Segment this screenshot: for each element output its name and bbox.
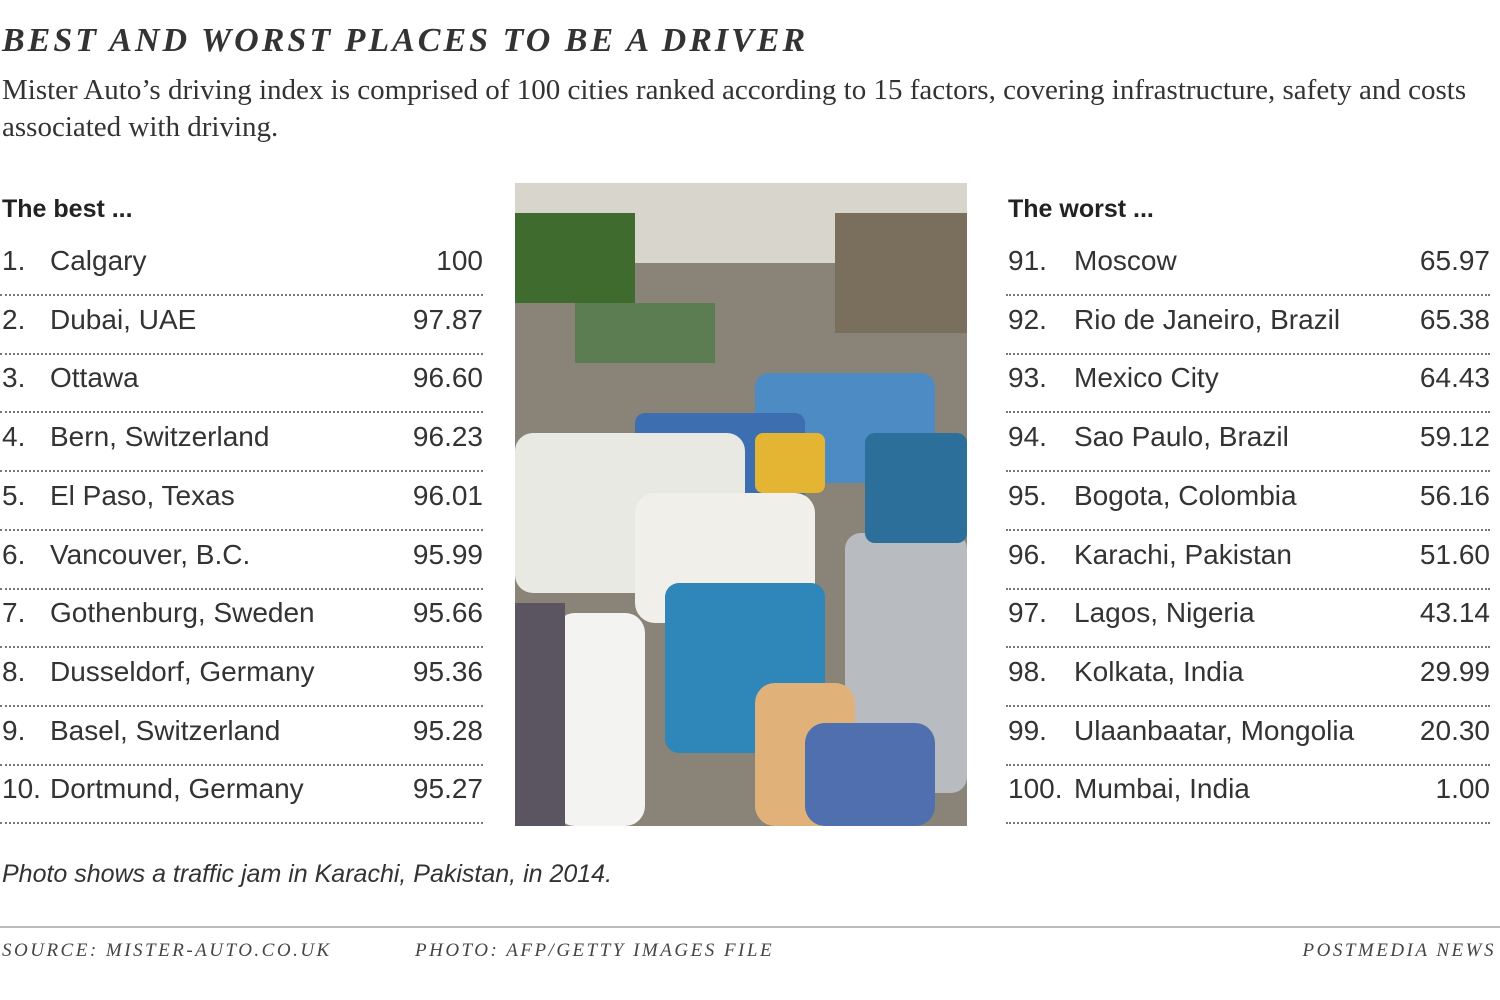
rank: 91. [1008,245,1047,276]
table-row: 3. Ottawa 96.60 [0,354,483,414]
score: 59.12 [1419,421,1490,453]
table-row: 97. Lagos, Nigeria 43.14 [1006,589,1490,649]
table-row: 93. Mexico City 64.43 [1006,354,1490,414]
table-row: 100. Mumbai, India 1.00 [1006,765,1491,825]
score: 51.60 [1419,538,1490,570]
rank: 94. [1008,421,1047,453]
rank: 9. [2,714,26,746]
rank: 3. [2,362,26,394]
city: Moscow [1074,245,1177,276]
score: 56.16 [1419,479,1490,511]
table-row: 91. Moscow 65.97 [1006,237,1490,296]
rank: 92. [1008,303,1047,335]
photo [515,183,967,826]
rank: 93. [1008,362,1047,394]
table-row: 10. Dortmund, Germany 95.27 [0,765,483,825]
table-row: 96. Karachi, Pakistan 51.60 [1006,531,1490,590]
city: Lagos, Nigeria [1074,597,1255,629]
city: Calgary [50,245,147,276]
city: Dusseldorf, Germany [50,655,315,687]
rank: 98. [1008,655,1047,687]
score: 95.99 [412,538,483,570]
photo-credit: PHOTO: AFP/GETTY IMAGES FILE [415,940,775,961]
rank: 7. [2,597,26,629]
city: Mumbai, India [1074,773,1250,805]
table-row: 2. Dubai, UAE 97.87 [0,296,483,355]
rank: 96. [1008,538,1047,570]
subtitle: Mister Auto’s driving index is comprised… [2,74,1467,143]
table-row: 95. Bogota, Colombia 56.16 [1006,472,1490,531]
best-heading: The best ... [2,195,133,223]
score: 96.60 [412,362,483,394]
score: 100 [436,245,483,276]
score: 97.87 [412,303,483,335]
city: Bogota, Colombia [1074,479,1297,511]
score: 43.14 [1419,597,1490,629]
city: Gothenburg, Sweden [50,597,315,629]
city: Kolkata, India [1074,655,1244,687]
rank: 4. [2,421,26,453]
rank: 1. [2,245,26,276]
score: 96.23 [412,421,483,453]
score: 96.01 [412,479,483,511]
city: Dortmund, Germany [50,773,304,805]
city: El Paso, Texas [50,479,235,511]
score: 20.30 [1419,714,1490,746]
table-row: 98. Kolkata, India 29.99 [1006,648,1490,707]
score: 1.00 [1435,773,1491,805]
score: 65.38 [1419,303,1490,335]
table-row: 1. Calgary 100 [0,237,483,296]
rank: 97. [1008,597,1047,629]
table-row: 9. Basel, Switzerland 95.28 [0,707,483,766]
table-row: 99. Ulaanbaatar, Mongolia 20.30 [1006,707,1490,766]
table-row: 6. Vancouver, B.C. 95.99 [0,531,483,590]
table-row: 4. Bern, Switzerland 96.23 [0,413,483,473]
rank: 8. [2,655,26,687]
title: BEST AND WORST PLACES TO BE A DRIVER [2,22,809,59]
rank: 6. [2,538,26,570]
score: 65.97 [1419,245,1490,276]
table-row: 5. El Paso, Texas 96.01 [0,472,483,531]
caption: Photo shows a traffic jam in Karachi, Pa… [2,860,613,888]
city: Basel, Switzerland [50,714,281,746]
city: Karachi, Pakistan [1074,538,1292,570]
table-row: 92. Rio de Janeiro, Brazil 65.38 [1006,296,1490,355]
city: Vancouver, B.C. [50,538,251,570]
city: Sao Paulo, Brazil [1074,421,1289,453]
rank: 100. [1008,773,1063,805]
score: 95.36 [412,655,483,687]
city: Rio de Janeiro, Brazil [1074,303,1341,335]
rank: 99. [1008,714,1047,746]
rank: 5. [2,479,26,511]
city: Bern, Switzerland [50,421,270,453]
score: 95.27 [412,773,483,805]
rank: 10. [2,773,41,805]
city: Dubai, UAE [50,303,197,335]
city: Ottawa [50,362,139,394]
rank: 2. [2,303,26,335]
rank: 95. [1008,479,1047,511]
table-row: 94. Sao Paulo, Brazil 59.12 [1006,413,1490,473]
worst-heading: The worst ... [1008,195,1154,223]
table-row: 8. Dusseldorf, Germany 95.36 [0,648,483,707]
divider [0,926,1500,928]
score: 64.43 [1419,362,1490,394]
source: SOURCE: MISTER-AUTO.CO.UK [2,940,332,961]
city: Ulaanbaatar, Mongolia [1074,714,1355,746]
score: 95.28 [412,714,483,746]
brand: POSTMEDIA NEWS [1302,940,1496,961]
city: Mexico City [1074,362,1219,394]
table-row: 7. Gothenburg, Sweden 95.66 [0,589,483,649]
score: 95.66 [412,597,483,629]
score: 29.99 [1419,655,1490,687]
